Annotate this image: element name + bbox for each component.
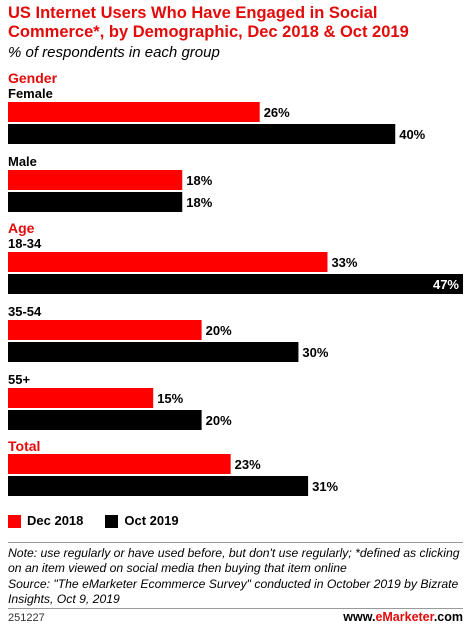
chart-id: 251227 [8,612,45,624]
group-heading-age: Age [8,220,35,236]
divider-bottom [8,608,463,609]
chart-legend: Dec 2018 Oct 2019 [8,513,201,529]
value-label-35-54-dec-2018: 20% [206,323,232,338]
bar-55-oct-2019 [8,410,202,430]
bar-35-54-dec-2018 [8,320,202,340]
bar-male-dec-2018 [8,170,183,190]
source-text: Source: "The eMarketer Ecommerce Survey"… [8,576,459,606]
value-label-female-oct-2019: 40% [399,127,425,142]
group-heading-gender: Gender [8,70,58,86]
value-label-female-dec-2018: 26% [264,105,290,120]
chart-footnote: Note: use regularly or have used before,… [8,546,468,607]
value-label-55-oct-2019: 20% [206,413,232,428]
category-label-male: Male [8,154,37,169]
bar-18-34-oct-2019 [8,274,463,294]
bar-35-54-oct-2019 [8,342,299,362]
bar-male-oct-2019 [8,192,183,212]
legend-label-dec-2018: Dec 2018 [27,513,84,528]
bar-total-dec-2018 [8,454,231,474]
logo-name: eMarketer [375,610,434,624]
bar-total-oct-2019 [8,476,309,496]
divider-top [8,542,463,543]
logo-suffix: .com [433,610,463,624]
legend-swatch-dec-2018 [8,514,21,528]
category-label-female: Female [8,86,53,101]
bar-female-dec-2018 [8,102,260,122]
chart-title: US Internet Users Who Have Engaged in So… [8,4,409,41]
category-label-35-54: 35-54 [8,304,42,319]
legend-swatch-oct-2019 [105,514,119,528]
emarketer-logo: www.eMarketer.com [343,610,463,624]
bar-female-oct-2019 [8,124,396,144]
value-label-35-54-oct-2019: 30% [302,345,328,360]
value-label-male-oct-2019: 18% [186,195,212,210]
value-label-18-34-oct-2019: 47% [433,277,459,292]
value-label-18-34-dec-2018: 33% [331,255,357,270]
bar-55-dec-2018 [8,388,154,408]
value-label-male-dec-2018: 18% [186,173,212,188]
logo-prefix: www. [343,610,376,624]
value-label-total-oct-2019: 31% [312,479,338,494]
chart-subtitle: % of respondents in each group [8,44,220,61]
group-heading-total: Total [8,438,40,454]
value-label-55-dec-2018: 15% [157,391,183,406]
category-label-55: 55+ [8,372,30,387]
note-text: Note: use regularly or have used before,… [8,546,460,576]
legend-label-oct-2019: Oct 2019 [124,513,179,528]
legend-item-dec-2018: Dec 2018 [8,513,83,529]
value-label-total-dec-2018: 23% [235,457,261,472]
category-label-18-34: 18-34 [8,236,42,251]
legend-item-oct-2019: Oct 2019 [105,513,179,529]
bar-18-34-dec-2018 [8,252,328,272]
